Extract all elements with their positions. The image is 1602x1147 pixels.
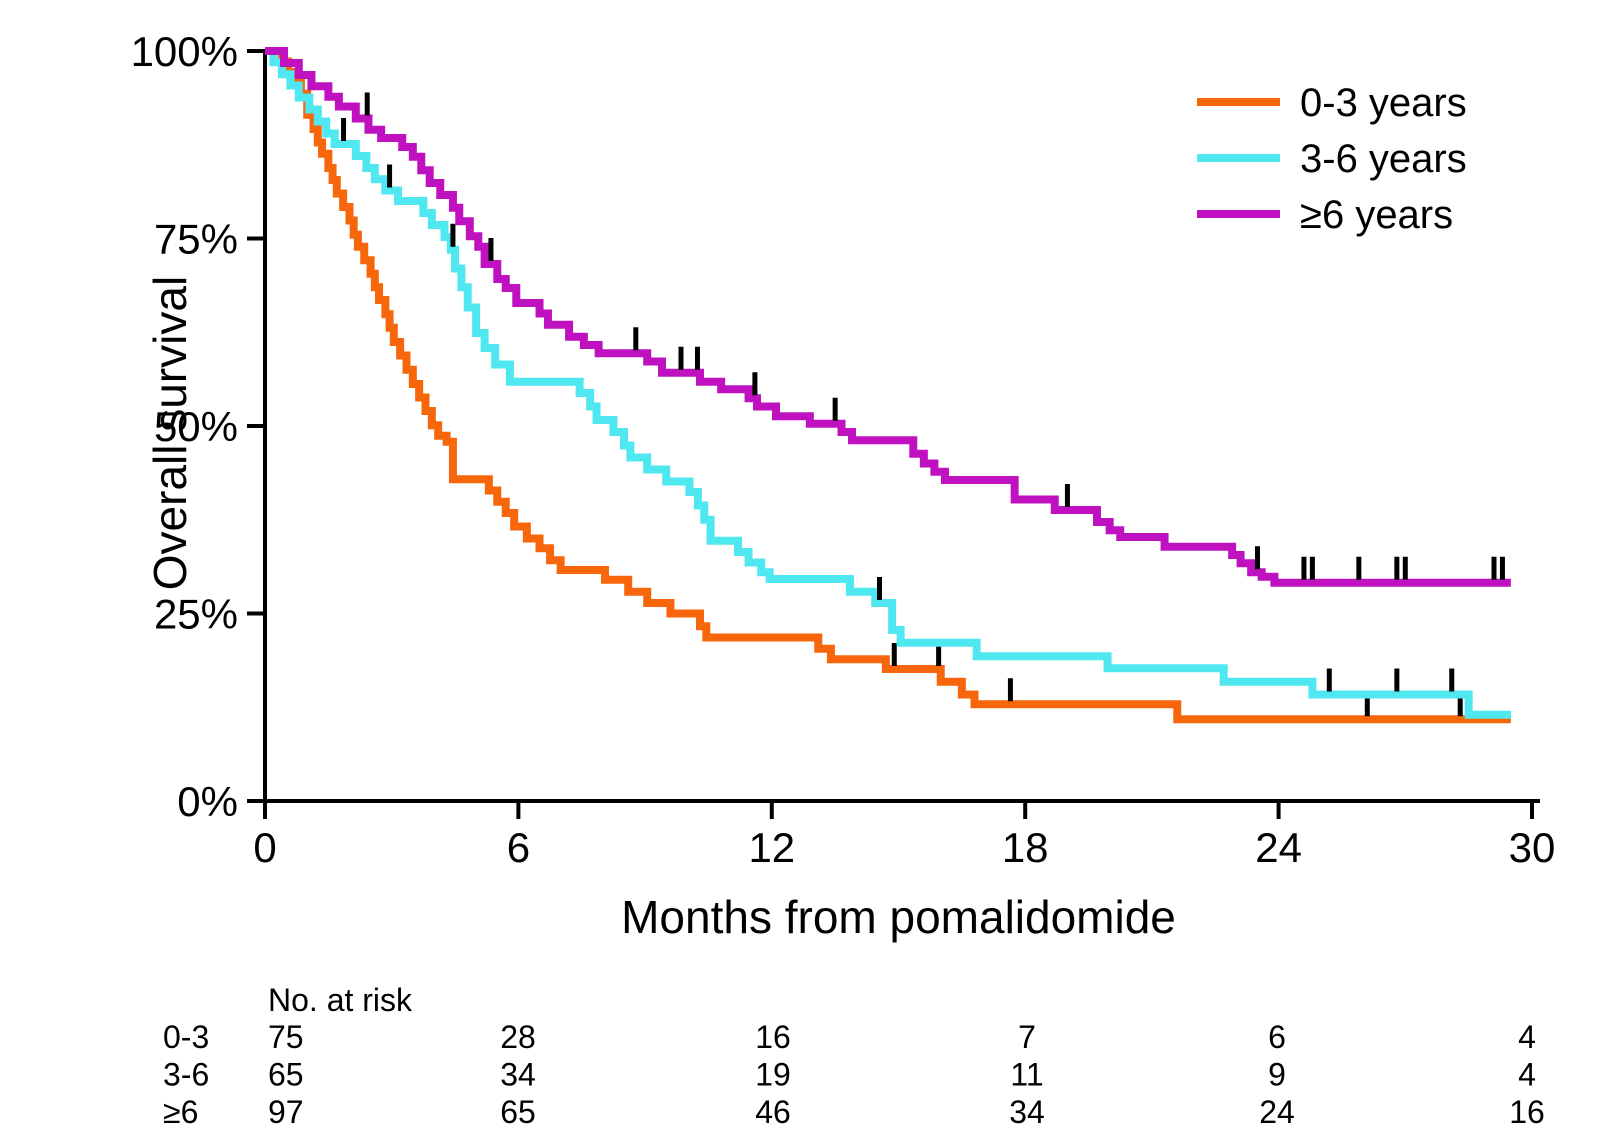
km-curve-0-3-years [265, 47, 1511, 724]
y-tick-label: 75% [154, 216, 238, 263]
km-curve--6-years [265, 47, 1511, 587]
y-tick-label: 50% [154, 403, 238, 450]
risk-value: 19 [755, 1057, 791, 1093]
risk-row-label: 3-6 [163, 1057, 209, 1093]
risk-value: 4 [1518, 1057, 1536, 1093]
x-tick-label: 18 [1002, 824, 1049, 871]
x-tick-label: 0 [253, 824, 276, 871]
y-axis-title: Overall survival [144, 275, 196, 591]
risk-value: 34 [1009, 1094, 1045, 1130]
km-curve-3-6-years [265, 47, 1511, 719]
risk-value: 4 [1518, 1019, 1536, 1055]
risk-value: 65 [268, 1057, 304, 1093]
risk-value: 97 [268, 1094, 304, 1130]
risk-row-label: ≥6 [163, 1094, 198, 1130]
risk-value: 75 [268, 1019, 304, 1055]
risk-value: 65 [500, 1094, 536, 1130]
legend-item-label: ≥6 years [1300, 193, 1453, 237]
risk-value: 28 [500, 1019, 536, 1055]
legend-item-label: 3-6 years [1300, 137, 1467, 181]
risk-value: 34 [500, 1057, 536, 1093]
risk-value: 16 [755, 1019, 791, 1055]
x-tick-label: 6 [507, 824, 530, 871]
risk-value: 9 [1268, 1057, 1286, 1093]
x-tick-label: 30 [1509, 824, 1556, 871]
risk-value: 6 [1268, 1019, 1286, 1055]
risk-value: 11 [1010, 1057, 1043, 1093]
risk-value: 16 [1509, 1094, 1545, 1130]
risk-value: 46 [755, 1094, 791, 1130]
y-tick-label: 0% [177, 778, 238, 825]
y-tick-label: 100% [131, 28, 238, 75]
risk-value: 24 [1259, 1094, 1295, 1130]
x-tick-label: 12 [748, 824, 795, 871]
risk-table-header: No. at risk [268, 982, 413, 1018]
y-tick-label: 25% [154, 591, 238, 638]
x-tick-label: 24 [1255, 824, 1302, 871]
risk-row-label: 0-3 [163, 1019, 209, 1055]
legend-item-label: 0-3 years [1300, 81, 1467, 125]
x-axis-title: Months from pomalidomide [621, 891, 1176, 943]
risk-value: 7 [1018, 1019, 1036, 1055]
